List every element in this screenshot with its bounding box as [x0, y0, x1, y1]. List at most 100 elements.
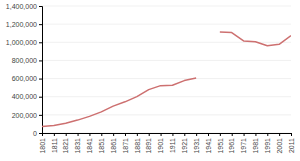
- y-tick-label: 600,000: [12, 75, 37, 82]
- x-tick: 1971: [240, 133, 247, 154]
- x-tick: 1911: [169, 133, 176, 153]
- plot: 0 200,000 400,000 600,000 800,000 1,000,000 1,…: [6, 3, 295, 154]
- y-tick: 200,000: [12, 112, 42, 119]
- grid: [42, 6, 291, 133]
- y-axis: 0 200,000 400,000 600,000 800,000 1,000,000 1,…: [6, 3, 43, 137]
- x-tick-mark: [113, 133, 114, 136]
- x-axis-line: [43, 134, 292, 137]
- x-tick: 2011: [288, 133, 295, 153]
- y-tick-label: 200,000: [12, 112, 37, 119]
- grid-line: [42, 78, 291, 79]
- x-tick-mark: [161, 133, 162, 136]
- y-tick: 1,000,000: [6, 39, 42, 46]
- y-tick-mark: [39, 79, 42, 80]
- x-tick-label: 1891: [145, 138, 152, 154]
- x-tick-mark: [267, 133, 268, 136]
- x-tick-mark: [255, 133, 256, 136]
- x-tick-label: 1851: [98, 138, 105, 154]
- x-tick-mark: [172, 133, 173, 136]
- y-tick-label: 800,000: [12, 57, 37, 64]
- x-tick: 1901: [157, 133, 164, 154]
- x-tick-label: 1801: [39, 138, 46, 154]
- x-tick-label: 1931: [193, 138, 200, 154]
- x-tick: 1811: [51, 133, 58, 153]
- x-tick-mark: [78, 133, 79, 136]
- x-tick-mark: [89, 133, 90, 136]
- y-tick-label: 1,000,000: [6, 39, 37, 46]
- y-tick-label: 400,000: [12, 93, 37, 100]
- x-tick-mark: [291, 133, 292, 136]
- x-tick-label: 1971: [240, 138, 247, 154]
- x-tick-label: 1961: [228, 138, 235, 154]
- y-tick-mark: [39, 115, 42, 116]
- grid-line: [42, 96, 291, 97]
- x-tick-label: 1991: [264, 138, 271, 154]
- x-tick: 1891: [145, 133, 152, 154]
- x-tick-label: 1871: [122, 138, 129, 154]
- x-tick-label: 1821: [62, 138, 69, 154]
- grid-line: [42, 24, 291, 25]
- x-tick: 1951: [217, 133, 224, 154]
- x-tick-label: 1981: [252, 138, 259, 154]
- y-axis-line: [39, 7, 43, 134]
- x-tick-mark: [101, 133, 102, 136]
- y-tick: 600,000: [12, 75, 42, 82]
- chart: 0 200,000 400,000 600,000 800,000 1,000,000 1,…: [0, 0, 300, 161]
- line: [42, 32, 291, 126]
- grid-line: [42, 114, 291, 115]
- x-tick: 1881: [134, 133, 141, 154]
- x-tick: 2001: [276, 133, 283, 154]
- x-tick: 1851: [98, 133, 105, 154]
- y-tick: 400,000: [12, 93, 42, 100]
- x-tick-label: 1911: [169, 138, 176, 153]
- x-tick-mark: [137, 133, 138, 136]
- x-tick-mark: [184, 133, 185, 136]
- x-tick: 1961: [228, 133, 235, 154]
- y-tick-mark: [39, 133, 42, 134]
- grid-line: [42, 60, 291, 61]
- x-tick-label: 1951: [217, 138, 224, 154]
- y-tick-label: 1,400,000: [6, 3, 37, 10]
- y-tick-label: 1,200,000: [6, 21, 37, 28]
- x-tick: 1831: [74, 133, 81, 154]
- x-tick: 1821: [62, 133, 69, 154]
- x-tick-label: 1831: [74, 138, 81, 154]
- x-tick-label: 2001: [276, 138, 283, 154]
- x-tick-mark: [279, 133, 280, 136]
- x-tick-mark: [54, 133, 55, 136]
- x-tick-mark: [208, 133, 209, 136]
- x-tick-label: 1941: [205, 138, 212, 154]
- y-tick-mark: [39, 24, 42, 25]
- x-tick-label: 1881: [134, 138, 141, 154]
- x-tick: 1801: [39, 133, 46, 154]
- y-tick-mark: [39, 6, 42, 7]
- series: [42, 32, 291, 126]
- x-tick-label: 1811: [51, 138, 58, 153]
- x-tick-mark: [244, 133, 245, 136]
- y-tick: 0: [33, 130, 42, 137]
- x-tick: 1981: [252, 133, 259, 154]
- y-tick-mark: [39, 42, 42, 43]
- x-tick-label: 1901: [157, 138, 164, 154]
- x-tick: 1921: [181, 133, 188, 154]
- x-tick-mark: [149, 133, 150, 136]
- x-tick-label: 1841: [86, 138, 93, 154]
- y-tick-mark: [39, 97, 42, 98]
- x-tick: 1861: [110, 133, 117, 154]
- x-tick: 1841: [86, 133, 93, 154]
- grid-line: [42, 6, 291, 7]
- x-axis: 1801 1811 1821 1831 1841 1851 1861 1871 1881 1891…: [39, 133, 295, 154]
- x-tick: 1931: [193, 133, 200, 154]
- x-tick-mark: [220, 133, 221, 136]
- x-tick-label: 1921: [181, 138, 188, 154]
- x-tick-label: 2011: [288, 138, 295, 153]
- y-tick: 1,200,000: [6, 21, 42, 28]
- x-tick: 1871: [122, 133, 129, 154]
- y-tick: 1,400,000: [6, 3, 42, 10]
- y-tick-label: 0: [33, 130, 37, 137]
- x-tick: 1991: [264, 133, 271, 154]
- x-tick-label: 1861: [110, 138, 117, 154]
- x-tick-mark: [42, 133, 43, 136]
- y-tick-mark: [39, 60, 42, 61]
- x-tick-mark: [125, 133, 126, 136]
